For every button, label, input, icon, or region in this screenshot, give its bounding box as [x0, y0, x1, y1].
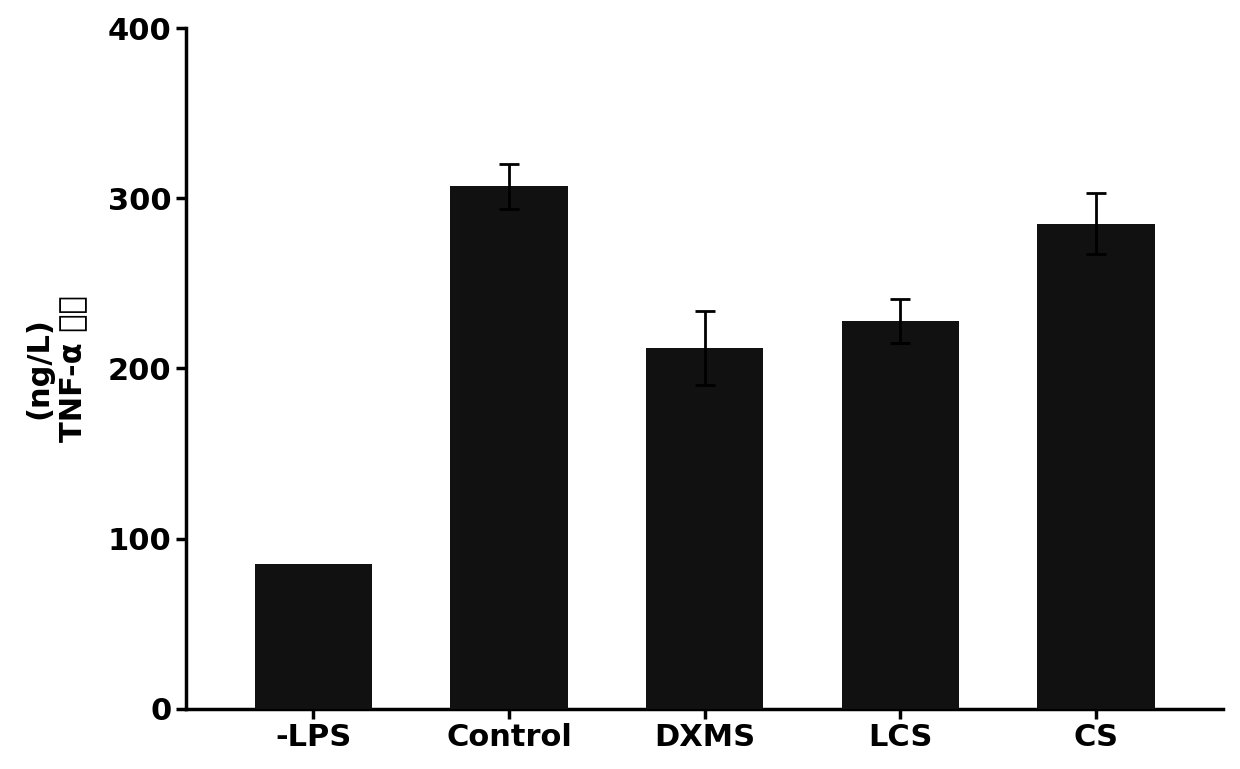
Bar — [254, 564, 372, 709]
Bar — [646, 348, 764, 709]
Y-axis label: (ng/L)
TNF-α 水平: (ng/L) TNF-α 水平 — [25, 295, 87, 442]
Bar — [450, 186, 568, 709]
Bar — [1038, 224, 1154, 709]
Bar — [842, 321, 959, 709]
